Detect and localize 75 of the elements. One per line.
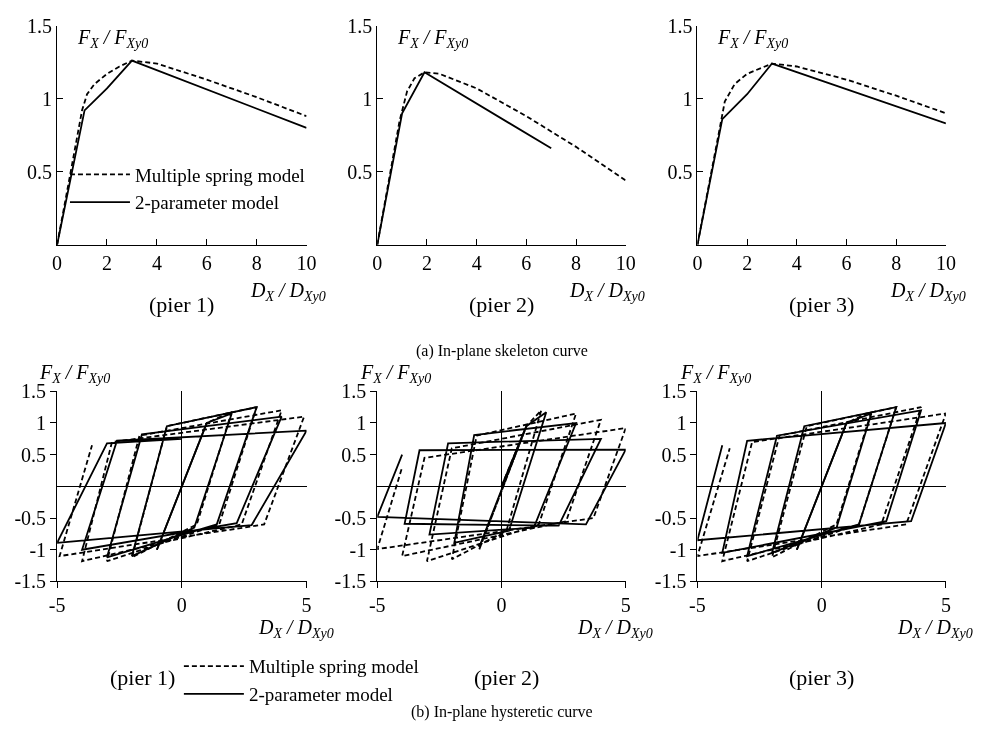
text: (pier 3) [789, 292, 855, 317]
y-tick-label: -1.5 [334, 570, 367, 593]
x-axis-title: D$_{X}$ / D$_{Xy0}$ [258, 616, 334, 642]
x-axis-title: D$_{X}$ / D$_{Xy0}$ [569, 279, 645, 305]
y-tick-label: -1.5 [654, 570, 687, 593]
text: (pier 3) [789, 665, 855, 690]
x-tick-label: 2 [742, 251, 753, 274]
x-tick-label: 5 [620, 594, 631, 617]
y-axis-title: F$_{X}$ / F$_{Xy0}$ [77, 26, 149, 52]
x-axis-title: D$_{X}$ / D$_{Xy0}$ [250, 279, 326, 305]
x-tick-label: 2 [421, 251, 432, 274]
x-tick-label: 0 [496, 594, 507, 617]
x-tick-label: 6 [841, 251, 852, 274]
y-tick-label: 1 [356, 411, 367, 434]
x-tick-label: 8 [571, 251, 582, 274]
y-axis-title: F$_{X}$ / F$_{Xy0}$ [397, 26, 469, 52]
y-tick-label: -0.5 [14, 507, 47, 530]
y-tick-label: 1.5 [347, 14, 373, 37]
y-axis-title: F$_{X}$ / F$_{Xy0}$ [717, 26, 789, 52]
x-tick-label: 2 [102, 251, 112, 274]
text: (a) In-plane skeleton curve [416, 342, 588, 360]
text: (pier 2) [474, 665, 540, 690]
x-tick-label: -5 [48, 594, 66, 617]
x-tick-label: 6 [201, 251, 212, 274]
text: (pier 2) [469, 292, 535, 317]
x-tick-label: -5 [368, 594, 386, 617]
x-tick-label: 8 [251, 251, 262, 274]
text: (pier 1) [110, 665, 176, 690]
x-tick-label: 10 [296, 251, 317, 274]
x-tick-label: 0 [692, 251, 703, 274]
x-tick-label: 4 [791, 251, 802, 274]
x-tick-label: -5 [689, 594, 706, 617]
y-tick-label: 1 [362, 87, 373, 110]
y-tick-label: 1.5 [27, 14, 53, 37]
x-tick-label: 8 [891, 251, 902, 274]
y-tick-label: 0.5 [347, 160, 373, 183]
y-tick-label: -1 [29, 538, 47, 561]
x-tick-label: 0 [176, 594, 187, 617]
y-tick-label: 1.5 [21, 380, 47, 403]
x-tick-label: 4 [151, 251, 162, 274]
y-tick-label: 1 [42, 87, 53, 110]
x-axis-title: D$_{X}$ / D$_{Xy0}$ [577, 616, 653, 642]
y-tick-label: 1 [682, 87, 693, 110]
x-tick-label: 0 [372, 251, 383, 274]
y-tick-label: -1 [669, 538, 687, 561]
y-tick-label: 1 [36, 411, 47, 434]
legend-label: 2-parameter model [134, 192, 279, 214]
x-tick-label: 0 [816, 594, 827, 617]
y-tick-label: 0.5 [27, 160, 53, 183]
x-tick-label: 5 [301, 594, 312, 617]
text: (b) In-plane hysteretic curve [411, 703, 593, 721]
x-axis-title: D$_{X}$ / D$_{Xy0}$ [897, 616, 973, 642]
x-tick-label: 4 [471, 251, 482, 274]
legend-label: 2-parameter model [248, 684, 393, 706]
y-tick-label: 1.5 [667, 14, 693, 37]
legend-label: Multiple spring model [248, 656, 419, 678]
y-tick-label: 0.5 [667, 160, 693, 183]
y-tick-label: 0.5 [21, 443, 47, 466]
legend-label: Multiple spring model [134, 164, 305, 186]
x-tick-label: 5 [940, 594, 951, 617]
x-tick-label: 0 [52, 251, 63, 274]
y-tick-label: -0.5 [654, 507, 687, 530]
y-tick-label: 0.5 [341, 443, 367, 466]
x-tick-label: 6 [521, 251, 532, 274]
y-tick-label: 1.5 [341, 380, 367, 403]
text: (pier 1) [149, 292, 215, 317]
y-tick-label: -1 [349, 538, 367, 561]
y-tick-label: 1.5 [661, 380, 687, 403]
x-tick-label: 10 [615, 251, 636, 274]
x-tick-label: 10 [935, 251, 956, 274]
y-tick-label: -1.5 [14, 570, 47, 593]
y-tick-label: 1 [676, 411, 687, 434]
y-tick-label: -0.5 [334, 507, 367, 530]
y-tick-label: 0.5 [661, 443, 687, 466]
x-axis-title: D$_{X}$ / D$_{Xy0}$ [890, 279, 966, 305]
